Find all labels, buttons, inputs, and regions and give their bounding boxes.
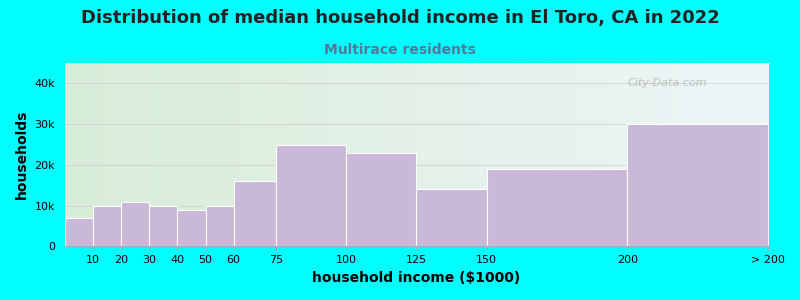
Bar (346, 153, 417, 246)
Text: City-Data.com: City-Data.com (627, 78, 707, 88)
Y-axis label: households: households (15, 110, 29, 200)
Bar (276, 145, 346, 246)
Bar (65, 218, 93, 246)
X-axis label: household income ($1000): household income ($1000) (312, 271, 521, 285)
Text: Multirace residents: Multirace residents (324, 44, 476, 58)
Bar (417, 189, 486, 246)
Bar (206, 206, 234, 246)
Bar (93, 206, 121, 246)
Bar (234, 181, 276, 246)
Text: Distribution of median household income in El Toro, CA in 2022: Distribution of median household income … (81, 9, 719, 27)
Bar (627, 124, 768, 246)
Bar (121, 202, 150, 246)
Bar (178, 210, 206, 246)
Bar (486, 169, 627, 246)
Bar (150, 206, 178, 246)
